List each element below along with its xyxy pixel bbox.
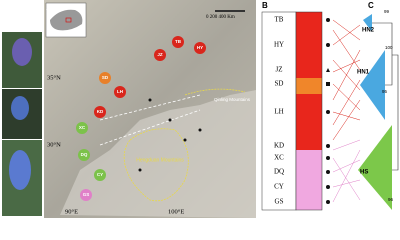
dot [198,128,202,132]
marker [326,200,330,204]
dot [168,118,172,122]
flower [11,96,29,120]
tree-branch [372,22,399,171]
site-marker [194,42,206,54]
site-label: HY [197,45,203,50]
panel-label: B [262,1,268,10]
site-marker [154,49,166,61]
dot [183,138,187,142]
marker [326,82,330,86]
dot [148,98,152,102]
site-label: SD [102,75,109,80]
marker [326,110,330,114]
label-column [261,11,297,211]
inset-box [65,17,72,23]
structure-bar [296,145,322,150]
tanglegram-lines [332,19,361,203]
site-marker [76,122,88,134]
clade-label: HS [360,170,368,176]
site-label: KD [97,109,104,114]
structure-bar [296,78,322,94]
flower [9,150,31,190]
marker [326,170,330,174]
support-value: 95 [382,89,388,94]
site-label: JZ [157,52,163,57]
scale-bar [215,10,245,12]
sites: TB HY JZ SD LH KD XC DQ CY GS [76,36,206,201]
link [332,19,361,141]
population-label: KD [274,142,284,150]
marker [326,68,330,72]
link [332,139,361,203]
clade-triangle [363,14,372,32]
clade-label: HN2 [362,28,375,34]
clade-triangle [360,50,385,120]
marker [326,43,330,47]
population-label: CY [274,183,284,191]
marker [326,185,330,189]
population-label: TB [275,16,284,24]
clade-triangle [358,125,392,210]
panel-label: C [368,1,374,10]
site-label: CY [97,172,103,177]
site-marker [114,86,126,98]
clade-label: HN1 [357,70,370,76]
site-marker [99,72,111,84]
population-label: HY [274,41,284,49]
support-value: 99 [384,9,390,14]
site-label: GS [83,192,90,197]
structure-bar [296,12,322,78]
panel-label: A [46,3,52,12]
site-marker [80,189,92,201]
support-value: 96 [388,197,394,202]
population-label: DQ [274,168,284,176]
site-label: DQ [81,152,88,157]
latitude-label: 35°N [47,74,61,81]
population-label: GS [275,198,284,206]
structure-bar [296,94,322,150]
flower [12,38,32,66]
terrain-shade [60,90,256,218]
structure-bar [296,150,322,210]
population-label: SD [275,80,284,88]
marker [326,144,330,148]
barrier-line [99,94,201,146]
population-labels: TB HY JZ SD LH KD XC DQ CY GS [274,16,284,206]
support-value: 100 [385,45,393,50]
population-label: JZ [276,66,283,74]
hengduan-outline [123,128,189,202]
region-label: Qinling Mountains [214,97,251,102]
marker [326,18,330,22]
site-label: TB [175,39,182,44]
site-label: XC [79,125,86,130]
site-marker [172,36,184,48]
dot [138,168,142,172]
bar-frame [295,11,323,211]
population-label: XC [274,154,284,162]
region-label: Hengduan Mountains [136,157,184,163]
latitude-label: 30°N [47,141,61,148]
site-label: LH [117,89,123,94]
marker [326,156,330,160]
population-label: LH [274,108,283,116]
sample-markers [326,18,330,204]
longitude-label: 100°E [168,208,184,215]
figure: 0 200 400 Km 35°N 30°N 90°E 100°E Hengdu… [2,0,399,218]
site-marker [78,149,90,161]
scale-label: 0 200 400 Km [206,15,235,20]
qinling-outline [184,88,246,96]
site-marker [94,106,106,118]
site-marker [94,169,106,181]
longitude-label: 90°E [65,208,78,215]
